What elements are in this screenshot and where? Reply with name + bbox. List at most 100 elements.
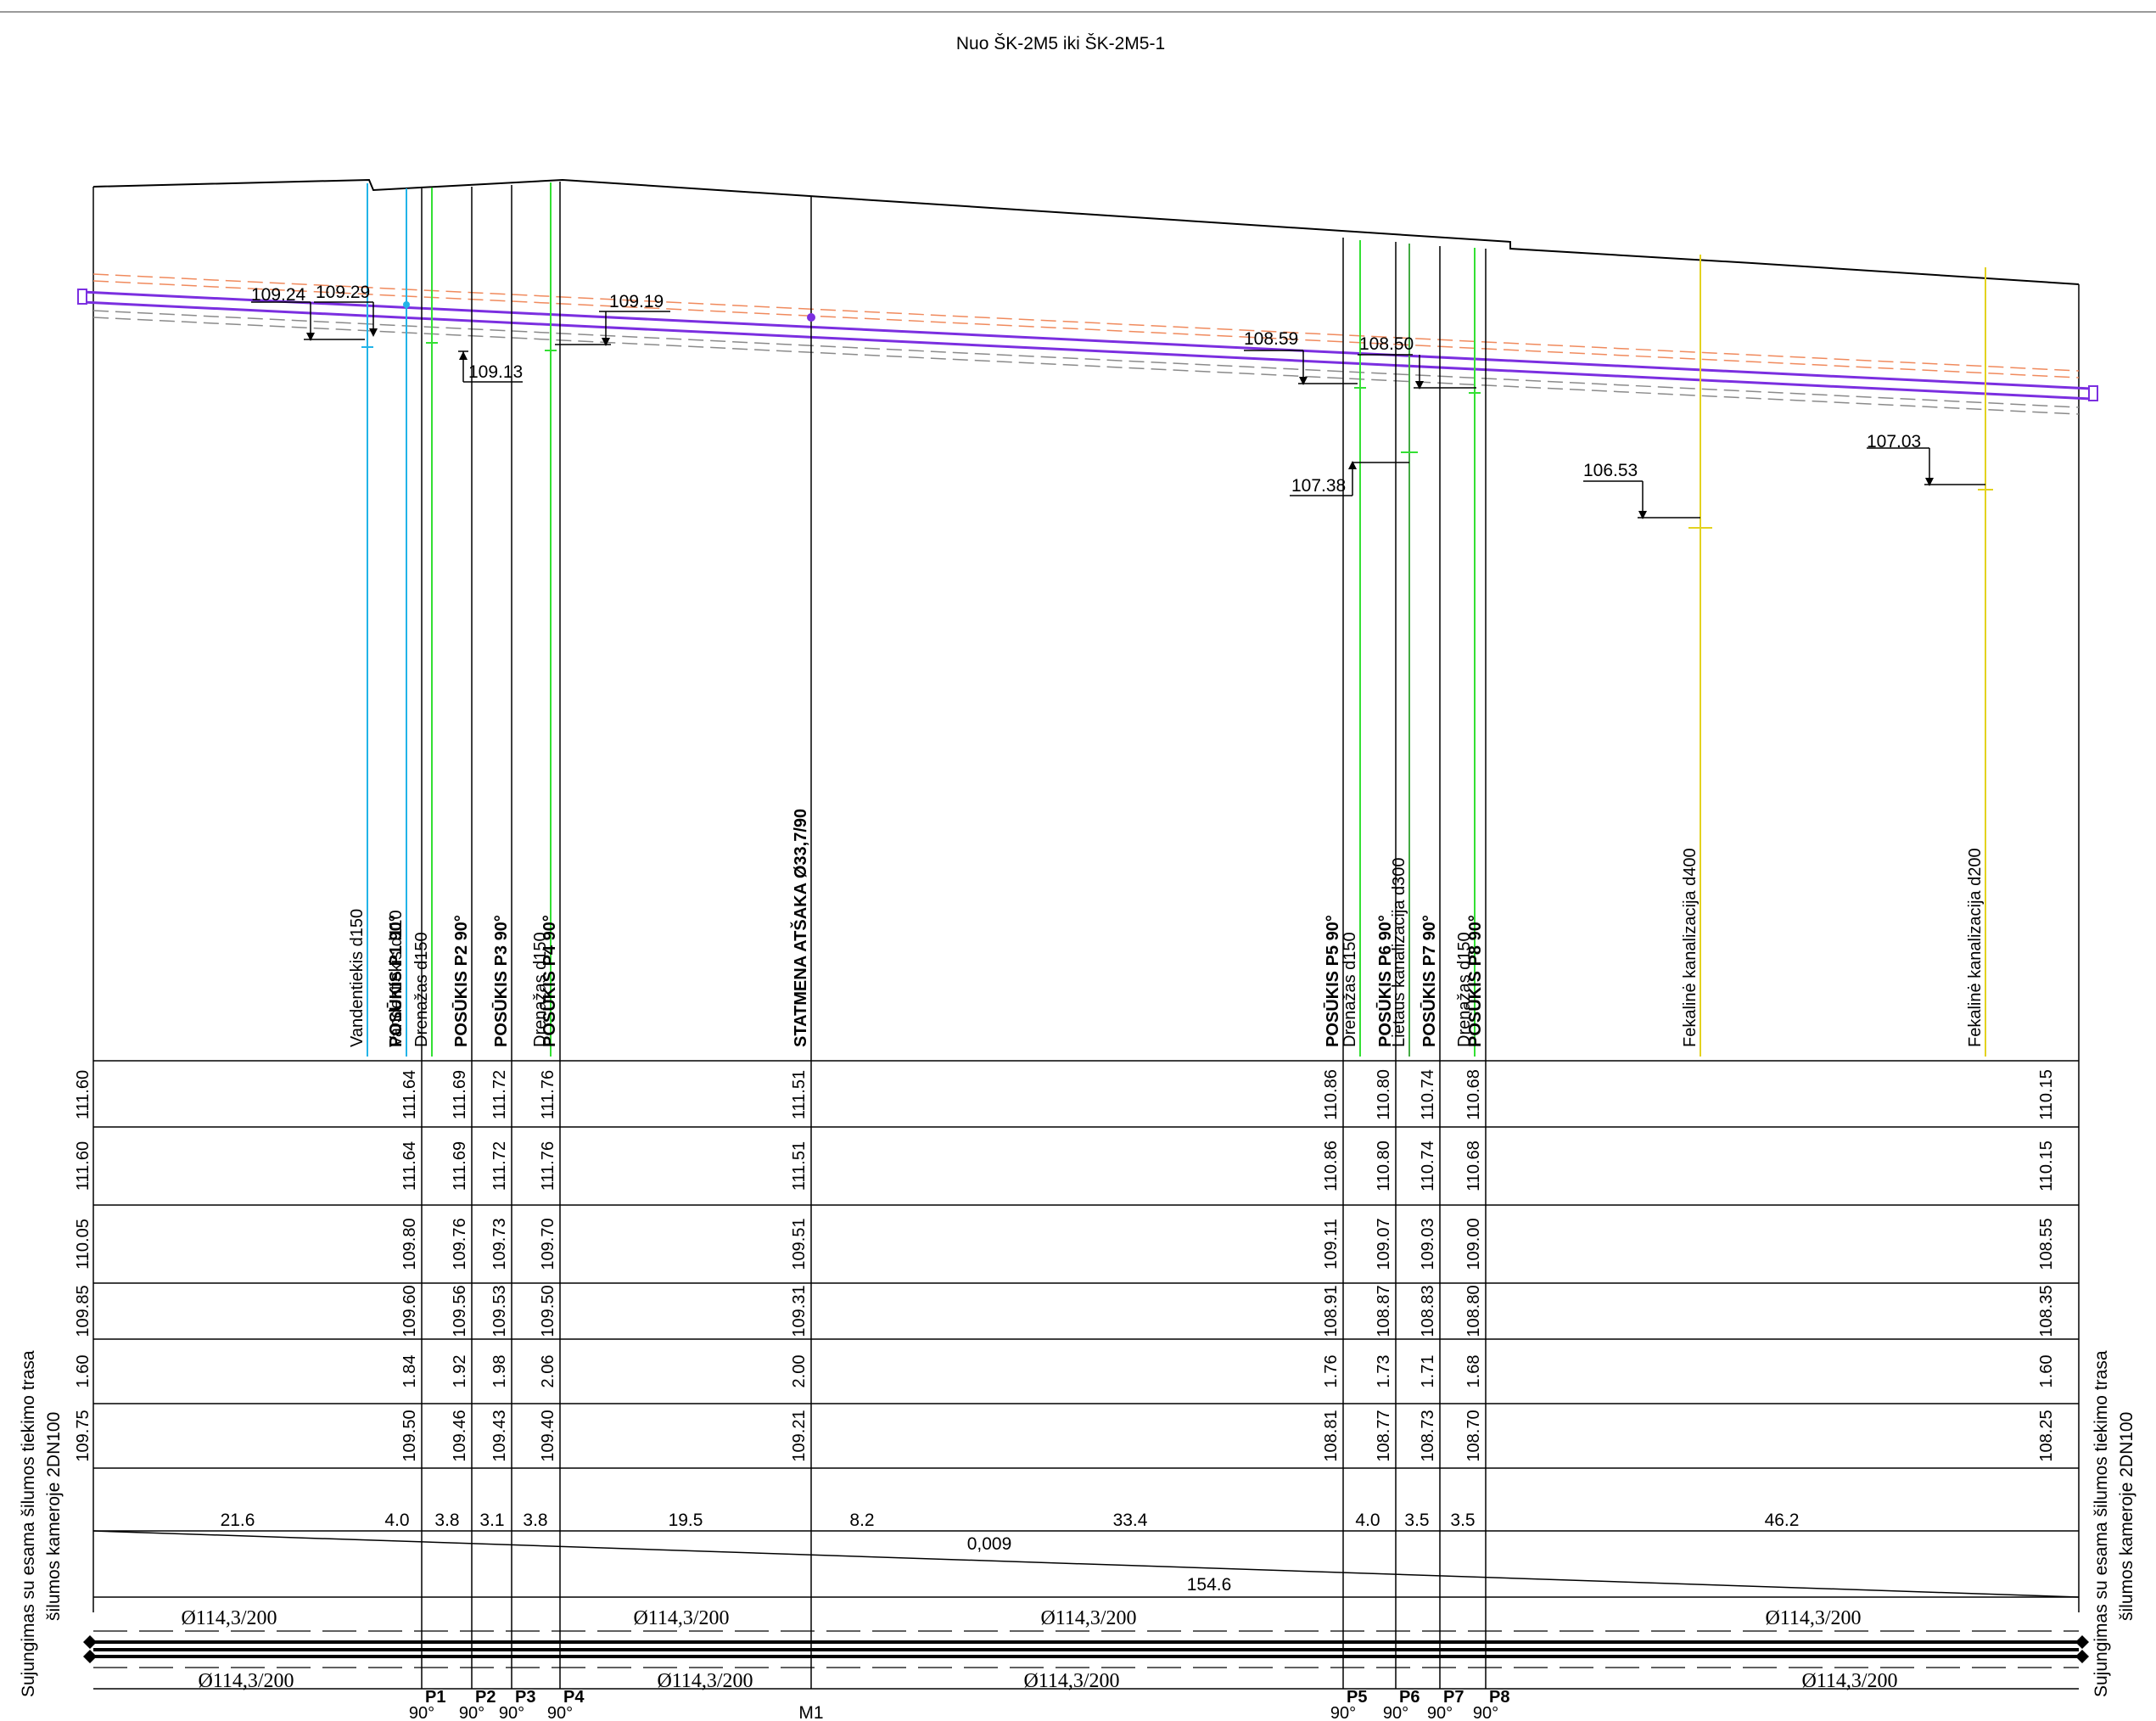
pipe-end-right <box>2088 385 2098 401</box>
utility-sewer-lines <box>1700 255 1986 1057</box>
table-cell: 111.60 <box>74 1141 92 1191</box>
table-cell: 110.15 <box>2037 1141 2056 1191</box>
table-cell: 110.86 <box>1322 1141 1341 1191</box>
ground-line <box>92 178 2080 285</box>
bend-angle: 90° <box>1427 1704 1453 1721</box>
utility-crossings <box>361 342 1993 540</box>
table-cell: 109.53 <box>490 1285 509 1337</box>
pipe-label-top: Ø114,3/200 <box>181 1607 277 1629</box>
pipe-label-bottom: Ø114,3/200 <box>1801 1670 1897 1692</box>
vertical-label-12: Lietaus kanalizacija d300 <box>1390 858 1408 1048</box>
side-label-right-line2: šilumos kameroje 2DN100 <box>2117 1412 2136 1621</box>
pipe-band <box>93 1630 2079 1668</box>
table-cell: 110.80 <box>1375 1069 1393 1120</box>
table-cell: 1.73 <box>1375 1355 1393 1388</box>
vertical-label-6: Drenažas d150 <box>531 932 550 1047</box>
table-cell: 108.81 <box>1322 1410 1341 1461</box>
vertical-label-0: Vandentiekis d150 <box>348 909 367 1047</box>
vertical-label-4: POSŪKIS P2 90° <box>452 915 471 1047</box>
vertical-label-1: Vandentiekis d110 <box>387 910 406 1047</box>
table-cell: 1.60 <box>2037 1355 2056 1388</box>
total-length-value: 154.6 <box>1187 1575 1232 1595</box>
pipe-label-bottom: Ø114,3/200 <box>657 1670 753 1692</box>
side-label-left-line1: Sujungimas su esama šilumos tiekimo tras… <box>19 1350 38 1697</box>
table-cell: 109.11 <box>1322 1219 1341 1270</box>
vertical-label-2: POSŪKIS P1 90° <box>387 915 406 1047</box>
table-cell: 109.80 <box>400 1218 419 1270</box>
vertical-label-10: Drenažas d150 <box>1341 932 1359 1047</box>
table-cell: 110.05 <box>74 1219 92 1270</box>
pipe-band-end-right <box>2075 1635 2089 1663</box>
table-cell: 108.91 <box>1322 1285 1341 1337</box>
utility-water-lines <box>367 183 407 1057</box>
level-callout-arrows <box>306 328 1934 519</box>
table-cell: 110.74 <box>1419 1141 1437 1191</box>
vertical-label-7: POSŪKIS P4 90° <box>540 915 559 1047</box>
bend-angle: 90° <box>1473 1704 1498 1721</box>
table-values: 111.60 111.64 111.69 111.72 111.76 111.51 110.… <box>74 1069 2056 1461</box>
vertical-label-5: POSŪKIS P3 90° <box>492 915 511 1047</box>
vertical-label-17: Fekalinė kanalizacija d200 <box>1966 848 1985 1047</box>
bend-label-p2: P2 <box>475 1688 496 1707</box>
station-lines <box>421 182 1487 1689</box>
level-callout-values: 109.24 109.29 109.19 109.13 108.59 108.5… <box>251 283 1921 496</box>
bend-label-p3: P3 <box>515 1688 535 1707</box>
table-cell: 109.56 <box>451 1285 469 1337</box>
distance-values: 21.6 4.0 3.8 3.1 3.8 19.5 8.2 33.4 4.0 3.5 3.5 46.2 <box>221 1511 1800 1530</box>
table-cell: 109.51 <box>790 1218 809 1270</box>
vertical-label-9: POSŪKIS P5 90° <box>1324 915 1342 1047</box>
distance-value: 33.4 <box>1113 1511 1148 1530</box>
distance-value: 4.0 <box>1355 1511 1380 1530</box>
level-callouts <box>251 301 1985 519</box>
table-cell: 108.25 <box>2037 1410 2056 1461</box>
side-label-right: Sujungimas su esama šilumos tiekimo tras… <box>2092 1350 2136 1697</box>
level-108-59: 108.59 <box>1244 329 1298 349</box>
bend-angle: 90° <box>1330 1704 1356 1721</box>
bend-angle: 90° <box>547 1704 573 1721</box>
distance-value: 4.0 <box>384 1511 409 1530</box>
bend-label-p7: P7 <box>1443 1688 1464 1707</box>
water-d110-marker <box>403 301 410 308</box>
side-label-right-line1: Sujungimas su esama šilumos tiekimo tras… <box>2092 1350 2111 1697</box>
pipe-end-left <box>77 289 87 305</box>
table-cell: 109.76 <box>451 1218 469 1270</box>
pipe-label-top: Ø114,3/200 <box>1040 1607 1136 1629</box>
table-cell: 108.70 <box>1464 1410 1483 1461</box>
bend-angle: 90° <box>1383 1704 1408 1721</box>
bend-angle: 90° <box>499 1704 524 1721</box>
table-cell: 109.70 <box>539 1218 557 1270</box>
table-cell: 2.00 <box>790 1355 809 1388</box>
bend-label-p8: P8 <box>1489 1688 1509 1707</box>
table-cell: 108.73 <box>1419 1410 1437 1461</box>
table-cell: 110.86 <box>1322 1069 1341 1120</box>
pipe-label-top: Ø114,3/200 <box>633 1607 729 1629</box>
table-cell: 111.51 <box>790 1070 809 1119</box>
profile-table <box>92 1060 2080 1690</box>
slope-value: 0,009 <box>967 1534 1012 1554</box>
table-cell: 111.69 <box>451 1070 469 1119</box>
table-cell: 1.60 <box>74 1355 92 1388</box>
table-cell: 109.50 <box>400 1410 419 1461</box>
table-cell: 108.55 <box>2037 1218 2056 1270</box>
table-cell: 109.40 <box>539 1410 557 1461</box>
bend-label-p5: P5 <box>1347 1688 1367 1707</box>
table-cell: 109.60 <box>400 1285 419 1337</box>
table-cell: 108.35 <box>2037 1285 2056 1337</box>
level-107-03: 107.03 <box>1867 432 1921 451</box>
table-cell: 111.51 <box>790 1141 809 1191</box>
distance-value: 8.2 <box>849 1511 874 1530</box>
table-cell: 111.76 <box>539 1070 557 1119</box>
table-cell: 2.06 <box>539 1355 557 1388</box>
vertical-label-14: Drenažas d150 <box>1455 932 1474 1047</box>
pipe-labels-top: Ø114,3/200 Ø114,3/200 Ø114,3/200 Ø114,3/200 <box>181 1607 1861 1629</box>
level-107-38: 107.38 <box>1291 476 1346 496</box>
branch-marker <box>807 313 815 322</box>
table-cell: 109.00 <box>1464 1218 1483 1270</box>
bend-label-p6: P6 <box>1399 1688 1420 1707</box>
pipe-label-bottom: Ø114,3/200 <box>1023 1670 1119 1692</box>
vertical-label-3: Drenažas d150 <box>412 932 431 1047</box>
table-cell: 110.80 <box>1375 1141 1393 1191</box>
table-cell: 1.84 <box>400 1355 419 1388</box>
table-cell: 111.72 <box>490 1141 509 1191</box>
